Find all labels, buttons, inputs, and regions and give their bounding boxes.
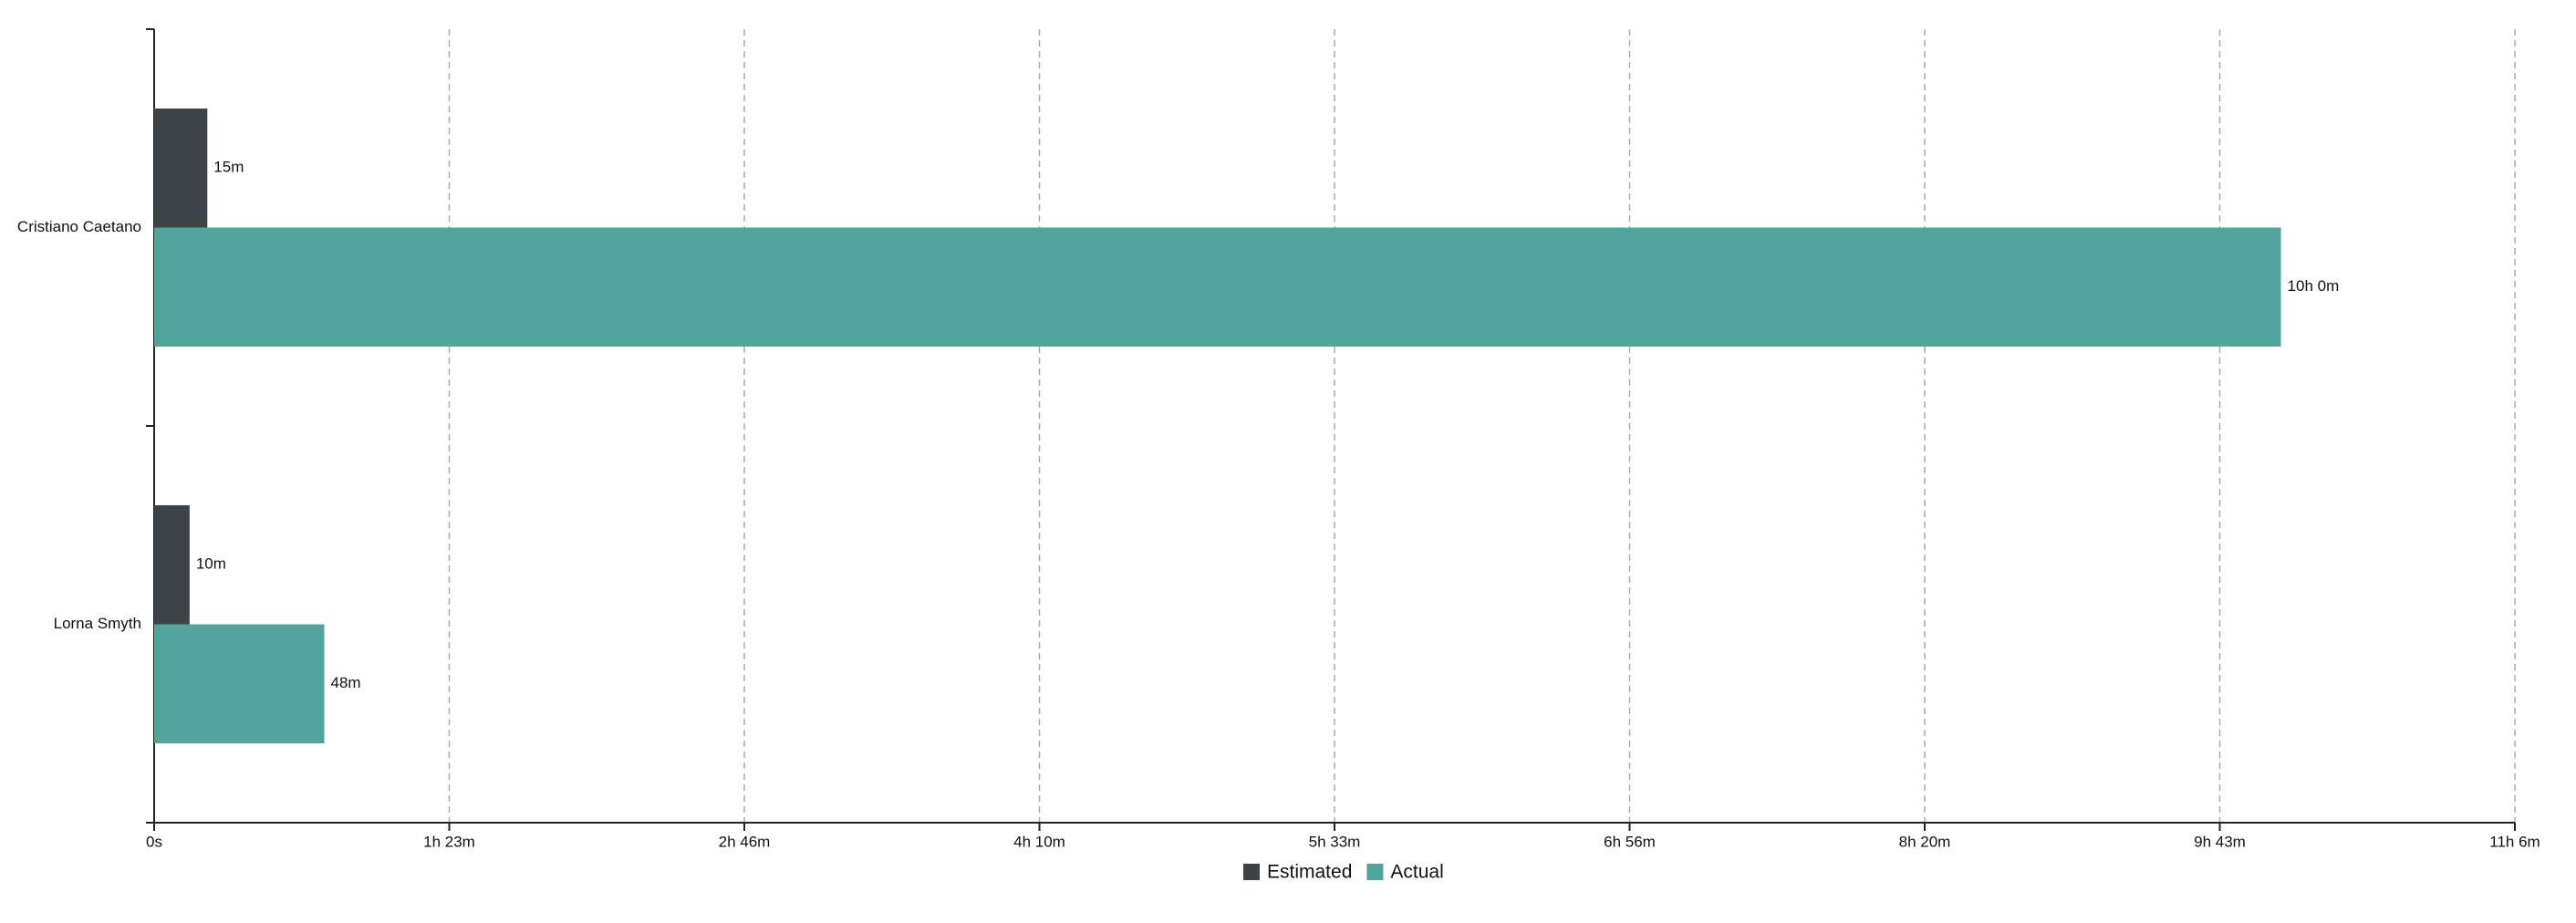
legend-label: Actual [1390,862,1443,883]
x-tick-label: 1h 23m [423,833,475,850]
x-tick-label: 2h 46m [719,833,771,850]
y-tick-label: Lorna Smyth [54,615,141,632]
legend-swatch [1243,864,1260,880]
bar [154,227,2281,347]
value-label: 10h 0m [2288,277,2340,295]
value-label: 48m [331,674,361,691]
bar [154,505,190,625]
x-tick-label: 8h 20m [1899,833,1951,850]
x-tick-label: 5h 33m [1309,833,1361,850]
x-tick-label: 6h 56m [1604,833,1656,850]
value-label: 10m [196,555,226,573]
x-tick-label: 0s [146,833,162,850]
bar [154,624,325,743]
x-tick-label: 11h 6m [2489,833,2540,850]
x-tick-label: 9h 43m [2194,833,2246,850]
x-tick-label: 4h 10m [1013,833,1065,850]
bar [154,109,208,228]
legend-swatch [1366,864,1384,880]
legend-label: Estimated [1267,862,1352,883]
value-label: 15m [213,159,244,176]
y-tick-label: Cristiano Caetano [17,218,141,235]
